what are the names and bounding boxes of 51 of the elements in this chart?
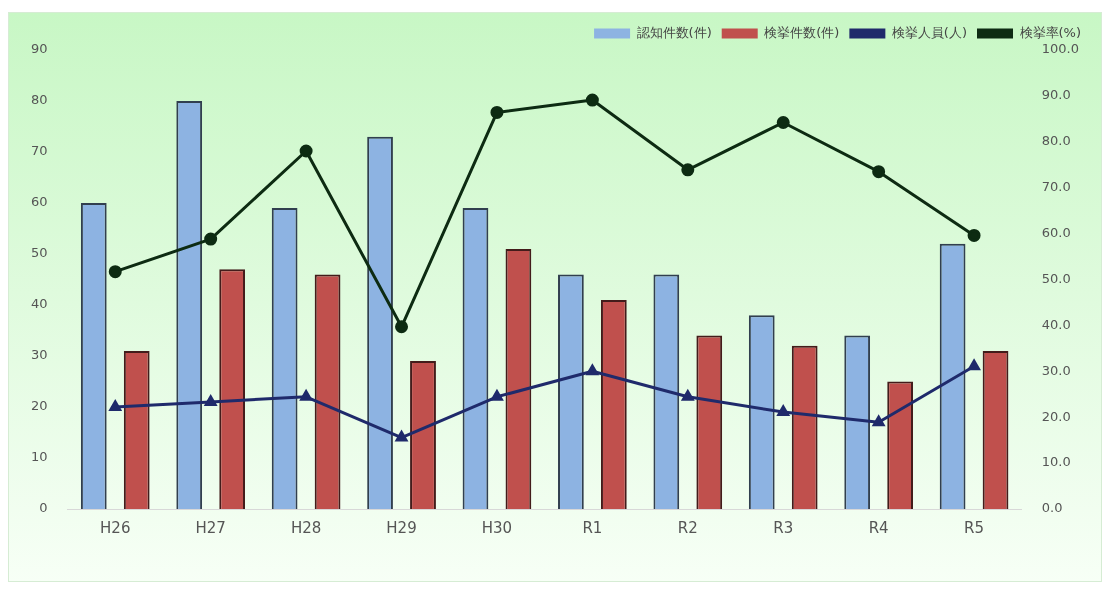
y2-tick-label: 80.0 bbox=[1041, 133, 1071, 149]
legend-label: 検挙率(%) bbox=[1019, 24, 1081, 40]
point bbox=[109, 400, 122, 411]
point bbox=[586, 364, 599, 376]
point bbox=[299, 144, 313, 158]
x-tick-label: R5 bbox=[964, 518, 985, 537]
point bbox=[967, 228, 981, 242]
x-tick-label: R2 bbox=[677, 518, 698, 537]
point bbox=[585, 93, 599, 107]
x-tick-label: R3 bbox=[773, 518, 794, 537]
y2-tick-label: 60.0 bbox=[1041, 224, 1071, 240]
point bbox=[681, 163, 695, 177]
y2-tick-label: 30.0 bbox=[1041, 362, 1071, 378]
y2-tick-label: 100.0 bbox=[1041, 41, 1079, 57]
point bbox=[204, 232, 218, 246]
x-tick-label: H27 bbox=[195, 518, 226, 537]
legend-label: 認知件数(件) bbox=[636, 24, 712, 40]
point bbox=[490, 105, 504, 119]
y-tick-label: 80 bbox=[31, 92, 48, 108]
point bbox=[872, 415, 885, 427]
y-tick-label: 60 bbox=[31, 194, 48, 210]
y-tick-label: 50 bbox=[31, 245, 48, 261]
point bbox=[395, 320, 409, 334]
x-tick-label: R1 bbox=[582, 518, 603, 537]
y2-tick-label: 70.0 bbox=[1041, 179, 1071, 195]
point bbox=[776, 116, 790, 130]
y2-tick-label: 10.0 bbox=[1041, 454, 1071, 470]
y2-tick-label: 20.0 bbox=[1041, 408, 1071, 424]
y-tick-label: 40 bbox=[31, 296, 48, 312]
x-tick-label: H29 bbox=[386, 518, 417, 537]
y2-tick-label: 40.0 bbox=[1041, 316, 1071, 332]
point bbox=[204, 395, 217, 406]
y-tick-label: 30 bbox=[31, 347, 48, 363]
x-tick-label: H30 bbox=[481, 518, 513, 537]
y-tick-label: 90 bbox=[31, 41, 48, 57]
x-tick-label: H28 bbox=[290, 518, 322, 537]
point bbox=[872, 165, 886, 179]
y2-tick-label: 0.0 bbox=[1041, 500, 1063, 516]
y-tick-label: 10 bbox=[31, 449, 48, 465]
x-tick-label: R4 bbox=[868, 518, 889, 537]
y-tick-label: 70 bbox=[31, 143, 48, 159]
x-tick-label: H26 bbox=[100, 518, 131, 537]
legend-label: 検挙人員(人) bbox=[891, 24, 968, 40]
point bbox=[777, 405, 790, 417]
y2-tick-label: 90.0 bbox=[1041, 87, 1071, 103]
y2-tick-label: 50.0 bbox=[1041, 270, 1071, 286]
legend-label: 検挙件数(件) bbox=[764, 24, 840, 40]
y-tick-label: 0 bbox=[39, 500, 48, 516]
point bbox=[108, 265, 122, 279]
y-tick-label: 20 bbox=[31, 398, 48, 414]
point bbox=[968, 359, 980, 371]
